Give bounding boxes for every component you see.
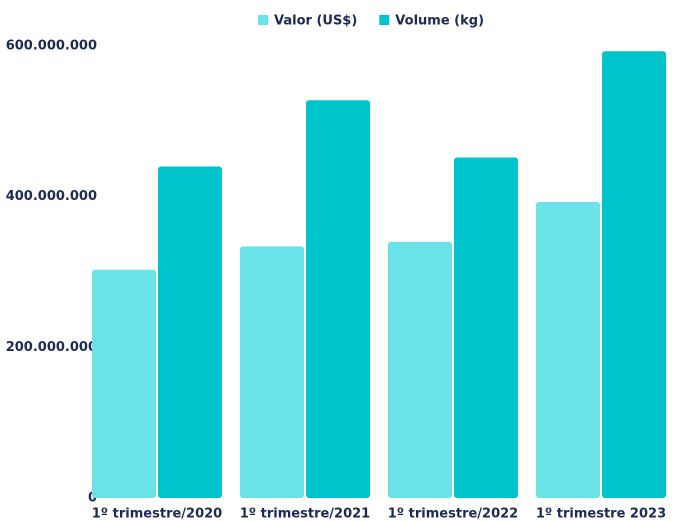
legend-label: Valor (US$) [274,14,357,29]
bar [306,100,370,499]
y-tick-label: 600.000.000 [6,39,97,54]
y-tick-label: 400.000.000 [6,189,97,204]
bar [388,241,452,498]
x-tick-label: 1º trimestre/2022 [388,507,518,522]
bar [602,51,666,498]
bar [536,201,600,498]
y-tick-label: 200.000.000 [6,340,97,355]
x-tick-label: 1º trimestre/2021 [240,507,370,522]
bar [92,269,156,498]
legend-swatch [379,15,390,25]
bar [454,157,518,498]
legend-label: Volume (kg) [395,14,484,29]
x-tick-label: 1º trimestre/2020 [92,507,222,522]
bar [240,246,304,498]
legend-swatch [258,15,268,25]
x-tick-label: 1º trimestre 2023 [536,507,666,522]
y-tick-label: 0 [88,491,97,506]
bar [158,166,222,499]
